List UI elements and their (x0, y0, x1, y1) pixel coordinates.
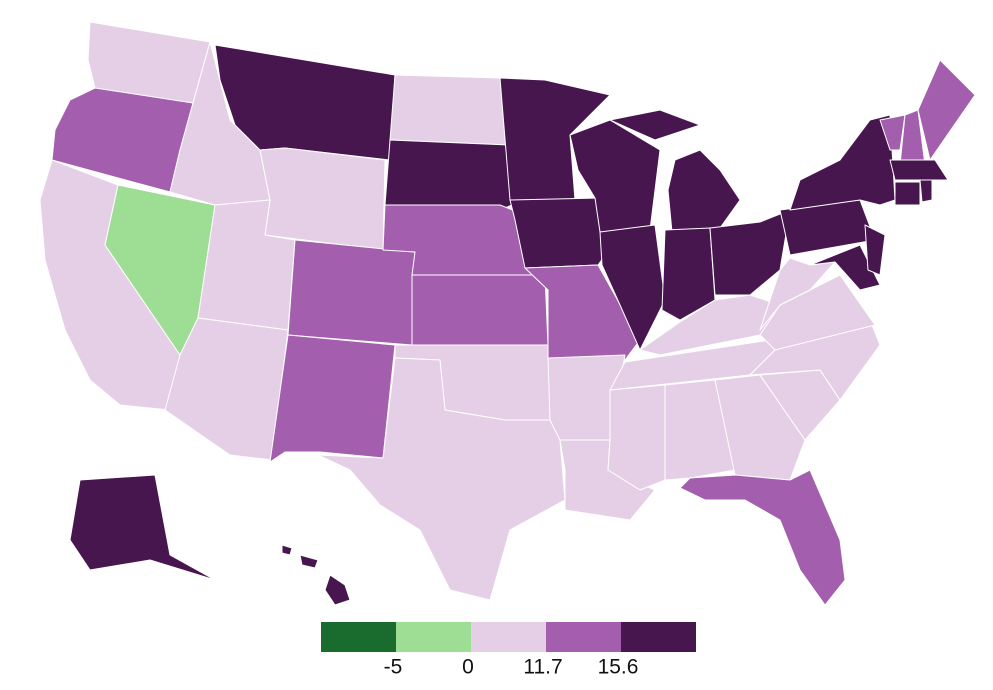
state (259, 147, 386, 251)
state (789, 114, 896, 211)
legend-swatch (396, 622, 471, 652)
state (69, 474, 216, 581)
state (661, 227, 716, 321)
state (917, 59, 976, 161)
state (879, 114, 906, 151)
legend: -5 0 11.7 15.6 (321, 622, 696, 679)
state (411, 274, 549, 346)
legend-swatch (621, 622, 696, 652)
legend-tick-label: -5 (384, 656, 403, 679)
state (389, 74, 511, 146)
legend-swatch (321, 622, 396, 652)
state (299, 554, 319, 569)
state (864, 224, 886, 276)
state (889, 159, 949, 181)
state (809, 244, 881, 291)
state (609, 109, 701, 141)
state (269, 334, 396, 463)
state (281, 544, 293, 556)
state (524, 264, 641, 361)
state (607, 384, 666, 491)
state (759, 257, 836, 331)
state (714, 374, 806, 481)
state (664, 379, 736, 481)
state (667, 149, 741, 233)
legend-swatch (471, 622, 546, 652)
state (919, 179, 933, 203)
legend-tick-label: 15.6 (598, 656, 639, 679)
legend-tick-label: 11.7 (523, 656, 562, 679)
legend-tick-label: 0 (462, 656, 474, 679)
states (39, 21, 976, 606)
state (639, 294, 781, 356)
state (287, 239, 416, 346)
state (317, 357, 566, 601)
state (894, 181, 921, 206)
legend-swatch (546, 622, 621, 652)
state (679, 469, 846, 606)
state (384, 139, 513, 211)
state (324, 574, 351, 606)
